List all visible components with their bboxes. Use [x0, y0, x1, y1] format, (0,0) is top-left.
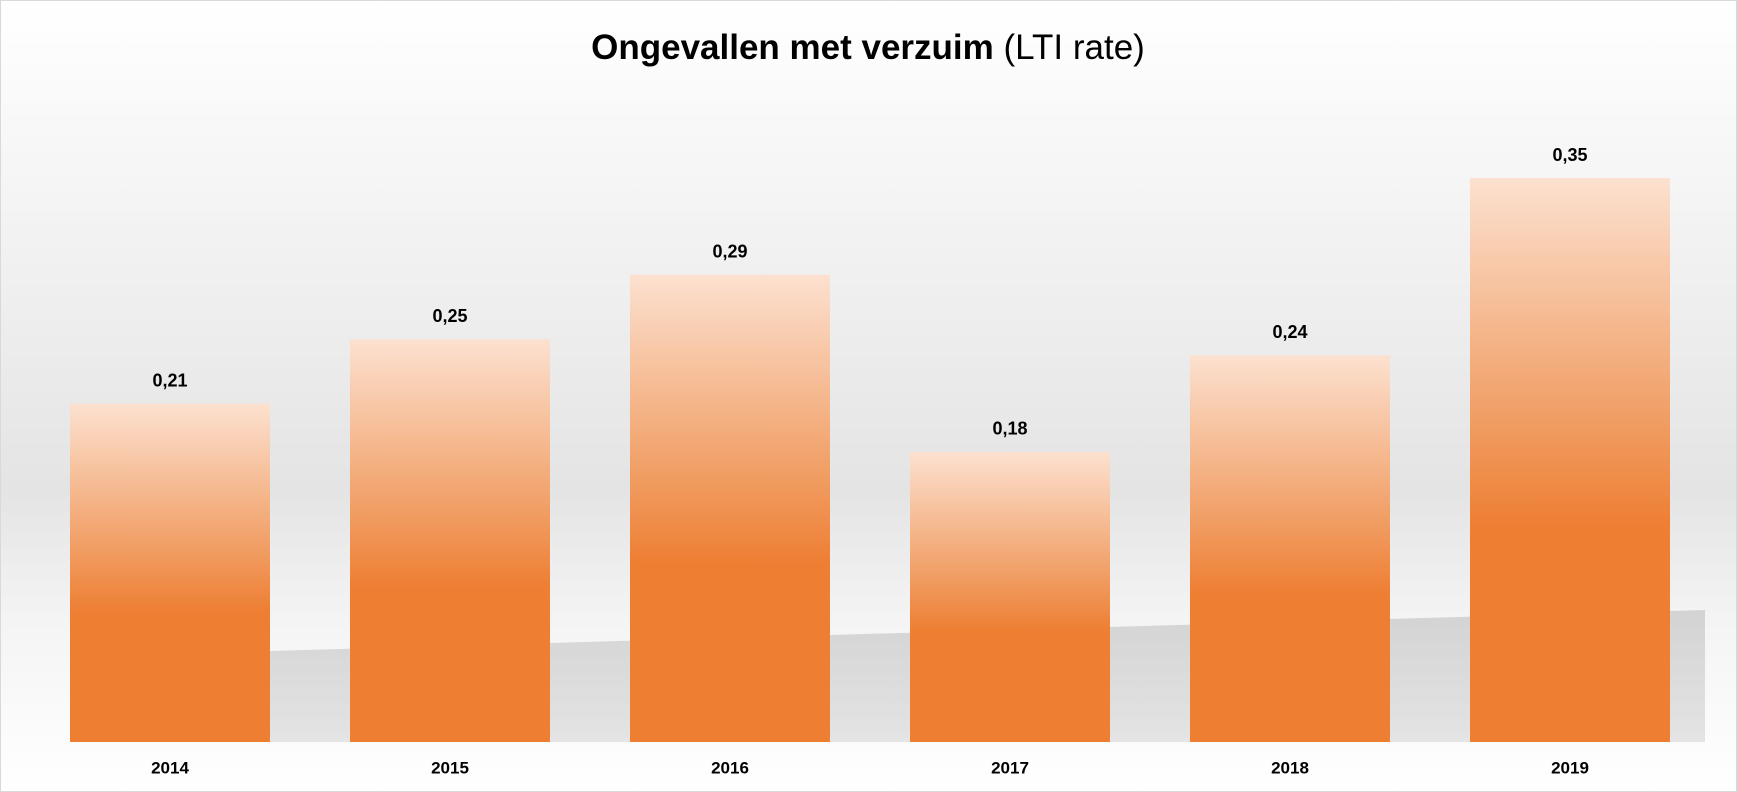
value-label: 0,35	[1552, 145, 1587, 165]
x-tick-label: 2016	[711, 758, 749, 777]
value-label: 0,18	[992, 419, 1027, 439]
x-tick-label: 2015	[431, 758, 469, 777]
x-tick-label: 2014	[151, 758, 189, 777]
title-suffix: (LTI rate)	[1004, 28, 1145, 67]
value-label: 0,21	[152, 370, 187, 390]
x-tick-label: 2019	[1551, 758, 1589, 777]
value-label: 0,24	[1272, 322, 1307, 342]
title-main: Ongevallen met verzuim	[591, 28, 994, 67]
bar	[910, 451, 1110, 742]
bar	[350, 339, 550, 742]
value-label: 0,29	[712, 241, 747, 261]
value-label: 0,25	[432, 306, 467, 326]
x-tick-label: 2017	[991, 758, 1029, 777]
bar	[70, 403, 270, 742]
bar	[1190, 355, 1390, 742]
bar	[1470, 178, 1670, 742]
bar	[630, 274, 830, 742]
chart-title: Ongevallen met verzuim (LTI rate)	[591, 28, 1145, 67]
x-tick-label: 2018	[1271, 758, 1309, 777]
